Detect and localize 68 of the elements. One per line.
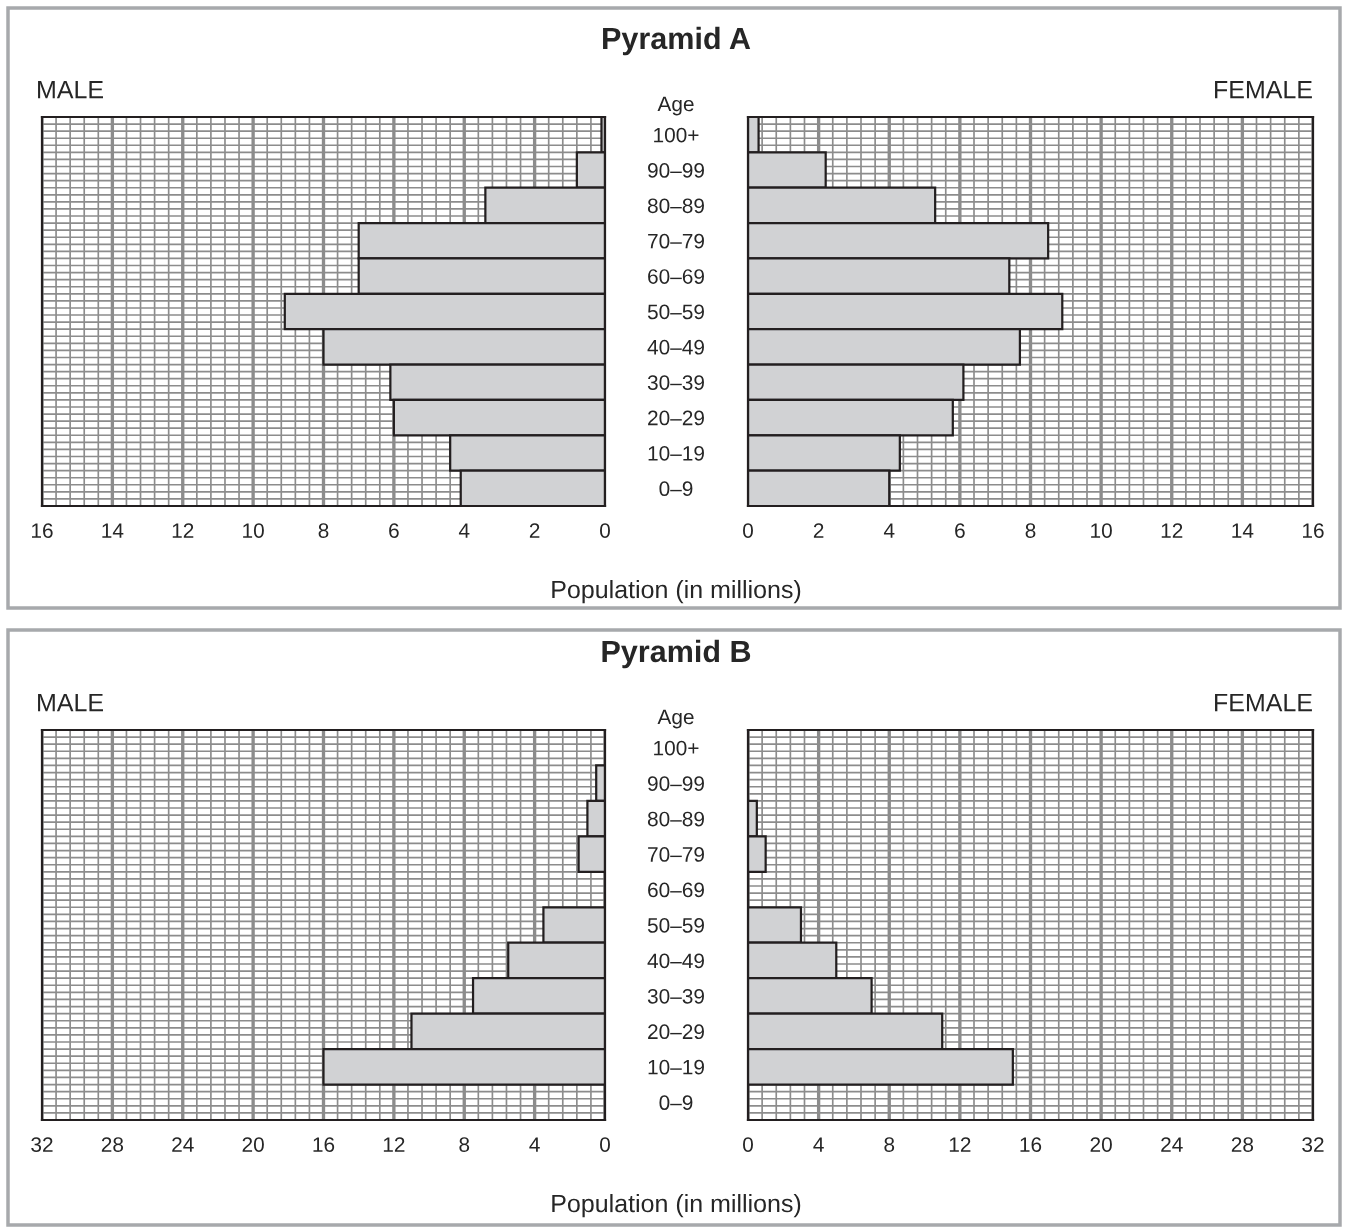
y-tick-label: 100+ — [654, 127, 699, 143]
y-tick-label: 40–49 — [647, 339, 704, 355]
x-tick-label: 2 — [813, 523, 824, 538]
x-tick-label: 16 — [1303, 523, 1324, 538]
x-tick-label: 0 — [743, 523, 753, 538]
text: MALE — [38, 81, 104, 99]
x-tick-label: 2 — [529, 523, 540, 538]
x-tick-label: 24 — [1161, 1137, 1183, 1152]
x-tick-label: 14 — [102, 523, 124, 538]
x-axis-title: Population (in millions) — [552, 580, 801, 604]
y-tick-label: 10–19 — [648, 445, 704, 461]
x-tick-label: 8 — [318, 523, 329, 538]
x-tick-label: 16 — [313, 1137, 335, 1152]
x-tick-label: 12 — [172, 523, 194, 538]
y-tick-label: 100+ — [654, 740, 699, 756]
y-tick-label: 70–79 — [648, 847, 704, 862]
text: FEMALE — [1215, 81, 1312, 99]
x-tick-label: 4 — [883, 523, 895, 538]
x-tick-label: 24 — [172, 1137, 194, 1152]
x-tick-label: 20 — [242, 1137, 264, 1152]
x-tick-label: 28 — [1231, 1137, 1254, 1152]
y-tick-label: 10–19 — [648, 1059, 704, 1075]
y-tick-label: 20–29 — [648, 410, 704, 426]
x-tick-label: 16 — [32, 523, 53, 538]
y-tick-label: 80–89 — [647, 811, 704, 827]
x-tick-label: 14 — [1232, 523, 1254, 538]
x-tick-label: 16 — [1020, 1137, 1042, 1152]
text: MALE — [38, 693, 104, 712]
x-tick-label: 6 — [389, 523, 399, 538]
y-tick-label: 50–59 — [647, 918, 704, 933]
text: Pyramid A — [603, 26, 751, 56]
x-tick-label: 4 — [813, 1137, 824, 1152]
y-tick-label: 60–69 — [648, 269, 704, 284]
x-tick-label: 12 — [1161, 523, 1183, 538]
text: Pyramid B — [602, 639, 751, 669]
x-tick-label: 0 — [600, 523, 610, 538]
x-tick-label: 10 — [243, 523, 264, 538]
text: FEMALE — [1215, 693, 1312, 712]
y-axis-title: Age — [657, 709, 694, 729]
y-tick-label: 80–89 — [647, 198, 704, 214]
y-tick-label: 90–99 — [648, 163, 704, 178]
x-tick-label: 12 — [383, 1137, 405, 1152]
y-axis-title: Age — [657, 96, 694, 116]
y-tick-label: 50–59 — [647, 304, 704, 320]
x-tick-label: 8 — [459, 1137, 470, 1152]
x-tick-label: 8 — [1025, 523, 1036, 538]
x-tick-label: 4 — [458, 523, 470, 538]
y-tick-label: 40–49 — [647, 953, 704, 969]
x-tick-label: 6 — [955, 523, 965, 538]
y-tick-label: 30–39 — [647, 375, 704, 390]
x-tick-label: 20 — [1090, 1137, 1112, 1152]
y-tick-label: 70–79 — [648, 233, 704, 249]
y-tick-label: 0–9 — [659, 481, 693, 497]
x-tick-label: 28 — [101, 1137, 124, 1152]
x-tick-label: 0 — [743, 1137, 753, 1152]
x-tick-label: 4 — [529, 1137, 540, 1152]
y-tick-label: 60–69 — [648, 882, 704, 898]
x-tick-label: 32 — [1302, 1137, 1324, 1152]
x-tick-label: 32 — [31, 1137, 53, 1152]
x-tick-label: 10 — [1091, 523, 1112, 538]
y-tick-label: 90–99 — [648, 776, 704, 791]
y-tick-label: 30–39 — [647, 988, 704, 1004]
x-tick-label: 12 — [949, 1137, 971, 1152]
x-axis-title: Population (in millions) — [552, 1194, 801, 1218]
x-tick-label: 0 — [600, 1137, 610, 1152]
y-tick-label: 0–9 — [659, 1095, 693, 1111]
y-tick-label: 20–29 — [648, 1024, 704, 1040]
x-tick-label: 8 — [884, 1137, 895, 1152]
